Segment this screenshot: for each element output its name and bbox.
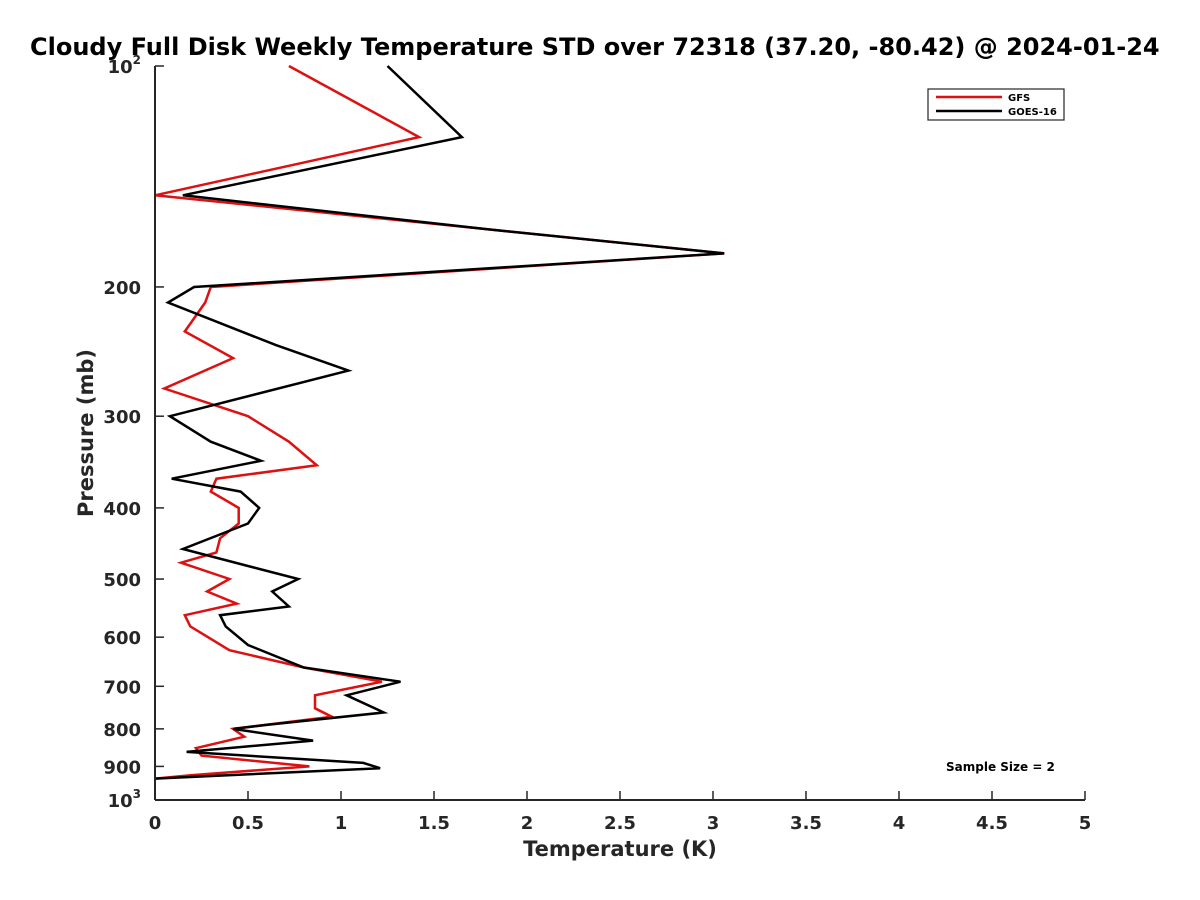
x-tick-label: 1.5 [418, 813, 450, 834]
y-tick-label: 700 [103, 677, 141, 698]
y-tick-label: 300 [103, 407, 141, 428]
x-tick-label: 4 [893, 813, 906, 834]
series-layer [154, 64, 725, 780]
y-tick-label: 102 [108, 53, 141, 78]
y-tick-label: 500 [103, 570, 141, 591]
y-tick-label: 800 [103, 720, 141, 741]
x-tick-label: 3.5 [790, 813, 822, 834]
y-axis-label: Pressure (mb) [74, 349, 98, 517]
x-tick-label: 1 [335, 813, 348, 834]
x-tick-label: 2 [521, 813, 534, 834]
y-tick-label: 400 [103, 499, 141, 520]
x-tick-label: 2.5 [604, 813, 636, 834]
y-tick-label: 900 [103, 757, 141, 778]
y-ticks: 102 200 300 400 500 600 700 800 900 103 [103, 53, 164, 812]
series-line-goes16 [154, 65, 725, 780]
x-ticks: 0 0.5 1 1.5 2 2.5 3 3.5 4 4.5 5 [149, 791, 1092, 834]
legend-label-goes16: GOES-16 [1008, 107, 1057, 118]
x-tick-label: 0 [149, 813, 162, 834]
y-tick-label: 200 [103, 278, 141, 299]
sample-size-annotation: Sample Size = 2 [946, 760, 1055, 774]
y-tick-label: 600 [103, 628, 141, 649]
x-tick-label: 4.5 [976, 813, 1008, 834]
legend: GFS GOES-16 [927, 88, 1065, 121]
x-axis-label: Temperature (K) [523, 837, 717, 861]
chart-title: Cloudy Full Disk Weekly Temperature STD … [30, 33, 1160, 61]
x-tick-label: 3 [707, 813, 720, 834]
y-tick-label: 103 [108, 787, 141, 812]
x-tick-label: 5 [1079, 813, 1092, 834]
x-tick-label: 0.5 [232, 813, 264, 834]
legend-box [927, 88, 1065, 121]
legend-label-gfs: GFS [1008, 93, 1030, 104]
